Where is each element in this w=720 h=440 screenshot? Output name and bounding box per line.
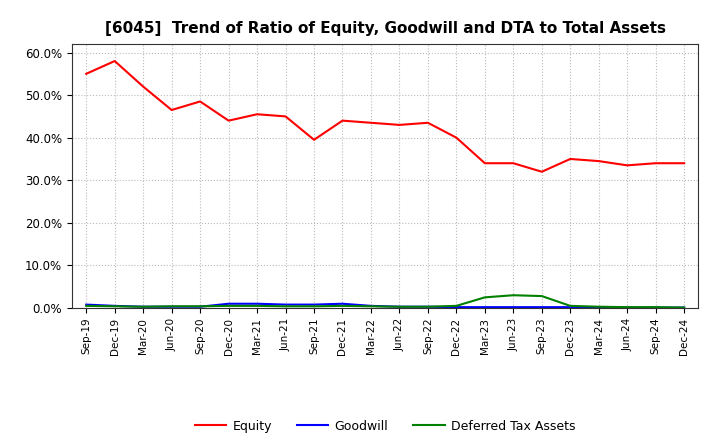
Deferred Tax Assets: [282, 304, 290, 309]
Goodwill: [167, 304, 176, 309]
Deferred Tax Assets: [167, 304, 176, 309]
Equity: [452, 135, 461, 140]
Deferred Tax Assets: [110, 304, 119, 309]
Goodwill: [680, 305, 688, 310]
Goodwill: [566, 304, 575, 310]
Goodwill: [423, 304, 432, 309]
Goodwill: [395, 304, 404, 309]
Equity: [167, 107, 176, 113]
Line: Deferred Tax Assets: Deferred Tax Assets: [86, 295, 684, 308]
Deferred Tax Assets: [338, 303, 347, 308]
Deferred Tax Assets: [452, 303, 461, 308]
Equity: [196, 99, 204, 104]
Equity: [82, 71, 91, 77]
Goodwill: [537, 304, 546, 310]
Deferred Tax Assets: [310, 304, 318, 309]
Deferred Tax Assets: [509, 293, 518, 298]
Equity: [225, 118, 233, 123]
Equity: [680, 161, 688, 166]
Deferred Tax Assets: [395, 304, 404, 309]
Equity: [652, 161, 660, 166]
Equity: [282, 114, 290, 119]
Equity: [509, 161, 518, 166]
Equity: [253, 112, 261, 117]
Equity: [480, 161, 489, 166]
Goodwill: [623, 305, 631, 310]
Deferred Tax Assets: [680, 305, 688, 310]
Deferred Tax Assets: [652, 304, 660, 310]
Deferred Tax Assets: [480, 295, 489, 300]
Equity: [423, 120, 432, 125]
Equity: [623, 163, 631, 168]
Goodwill: [310, 302, 318, 307]
Deferred Tax Assets: [366, 304, 375, 309]
Goodwill: [452, 304, 461, 310]
Deferred Tax Assets: [566, 303, 575, 308]
Legend: Equity, Goodwill, Deferred Tax Assets: Equity, Goodwill, Deferred Tax Assets: [190, 414, 580, 437]
Goodwill: [509, 304, 518, 310]
Deferred Tax Assets: [196, 304, 204, 309]
Equity: [110, 59, 119, 64]
Goodwill: [480, 304, 489, 310]
Goodwill: [595, 305, 603, 310]
Line: Goodwill: Goodwill: [86, 304, 684, 308]
Goodwill: [82, 302, 91, 307]
Deferred Tax Assets: [253, 303, 261, 308]
Deferred Tax Assets: [139, 304, 148, 309]
Equity: [310, 137, 318, 143]
Equity: [338, 118, 347, 123]
Equity: [395, 122, 404, 128]
Equity: [566, 156, 575, 161]
Goodwill: [366, 303, 375, 308]
Goodwill: [253, 301, 261, 306]
Goodwill: [338, 301, 347, 306]
Goodwill: [110, 303, 119, 308]
Equity: [366, 120, 375, 125]
Equity: [595, 158, 603, 164]
Goodwill: [225, 301, 233, 306]
Equity: [537, 169, 546, 174]
Deferred Tax Assets: [595, 304, 603, 309]
Goodwill: [282, 302, 290, 307]
Deferred Tax Assets: [82, 303, 91, 308]
Deferred Tax Assets: [423, 304, 432, 309]
Deferred Tax Assets: [537, 293, 546, 299]
Goodwill: [196, 304, 204, 309]
Line: Equity: Equity: [86, 61, 684, 172]
Goodwill: [139, 304, 148, 309]
Equity: [139, 84, 148, 89]
Deferred Tax Assets: [623, 304, 631, 310]
Deferred Tax Assets: [225, 303, 233, 308]
Goodwill: [652, 305, 660, 310]
Title: [6045]  Trend of Ratio of Equity, Goodwill and DTA to Total Assets: [6045] Trend of Ratio of Equity, Goodwil…: [104, 21, 666, 36]
